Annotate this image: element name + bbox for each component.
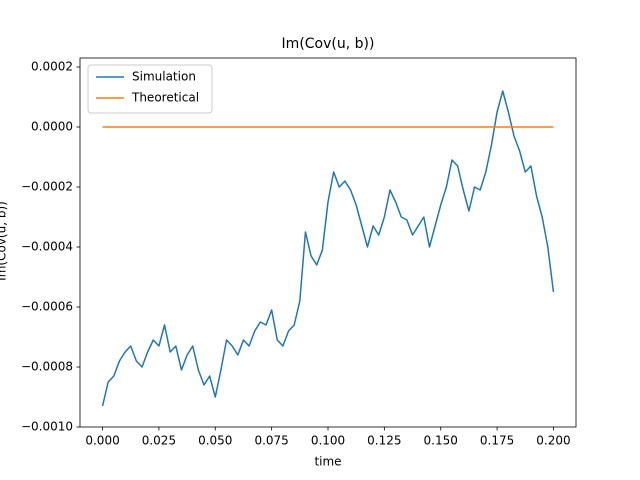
chart-title: Im(Cov(u, b)) — [282, 36, 375, 52]
y-tick-label: 0.0002 — [31, 60, 73, 74]
x-tick-label: 0.050 — [198, 434, 232, 448]
x-tick-label: 0.150 — [424, 434, 458, 448]
x-tick-label: 0.075 — [254, 434, 288, 448]
y-tick-label: −0.0004 — [21, 240, 73, 254]
legend-label: Simulation — [132, 70, 196, 84]
x-axis-label: time — [314, 455, 341, 469]
plot-frame — [79, 57, 577, 428]
x-tick-label: 0.100 — [311, 434, 345, 448]
x-tick-label: 0.000 — [85, 434, 119, 448]
x-tick-label: 0.125 — [367, 434, 401, 448]
y-tick-label: −0.0008 — [21, 360, 73, 374]
x-tick-label: 0.175 — [480, 434, 514, 448]
legend-label: Theoretical — [131, 91, 199, 105]
y-tick-label: 0.0000 — [31, 120, 73, 134]
y-tick-label: −0.0010 — [21, 420, 73, 434]
y-axis-label: Im(Cov(u, b)) — [0, 201, 9, 281]
y-tick-label: −0.0006 — [21, 300, 73, 314]
y-tick-label: −0.0002 — [21, 180, 73, 194]
x-tick-label: 0.200 — [536, 434, 570, 448]
series-line — [101, 90, 555, 407]
x-tick-label: 0.025 — [142, 434, 176, 448]
